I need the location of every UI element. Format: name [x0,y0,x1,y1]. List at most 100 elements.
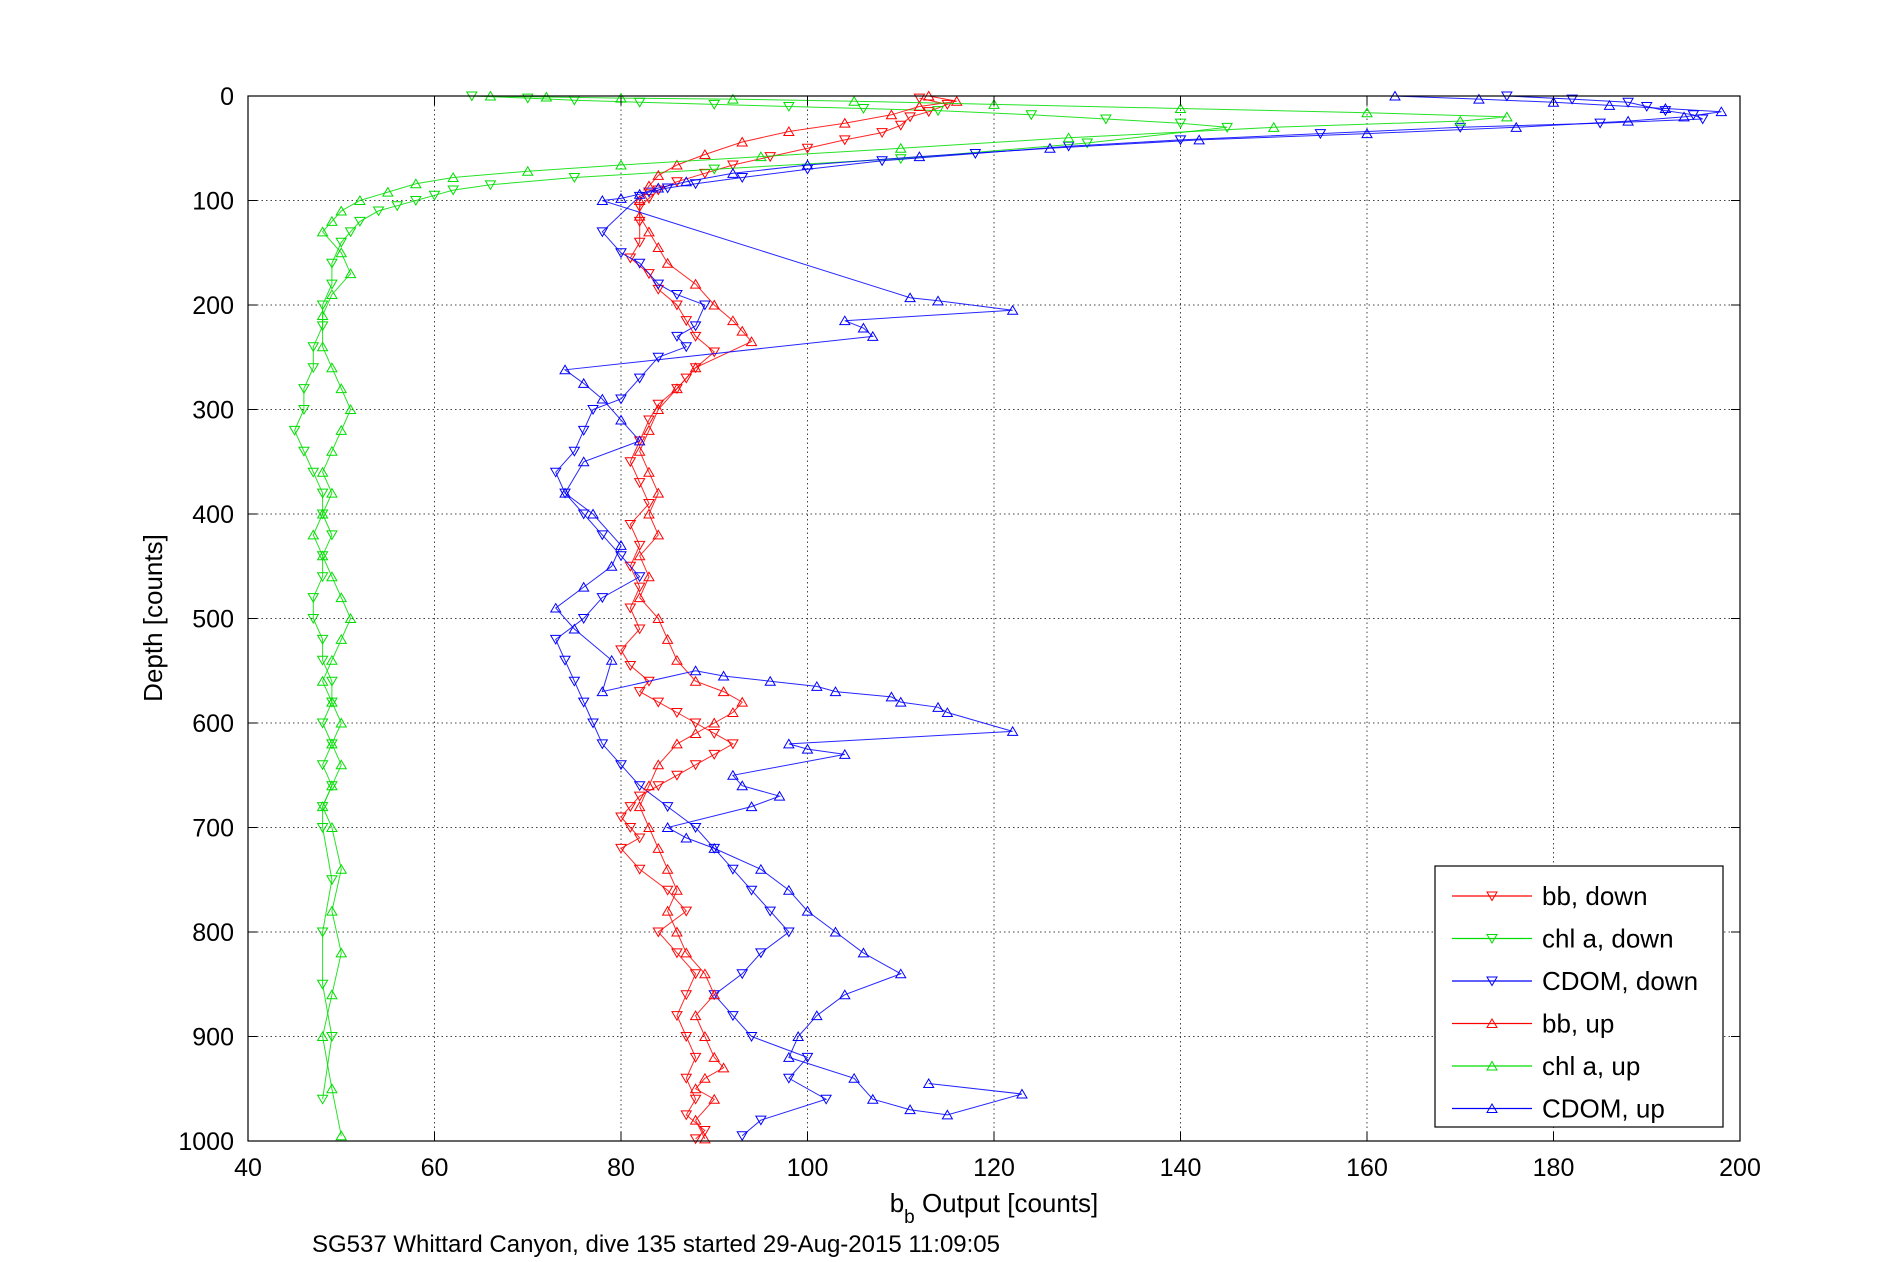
data-point [326,1083,338,1094]
data-point [904,112,916,123]
data-point [633,237,646,248]
y-tick-label: 400 [192,501,234,529]
data-point [671,300,683,311]
data-point [316,1094,329,1105]
data-point [596,227,609,238]
data-point [391,201,404,212]
data-point [633,582,646,593]
data-point [335,205,348,216]
data-point [904,292,916,303]
data-point [1025,110,1038,121]
data-point [643,780,655,791]
data-point [316,572,329,583]
data-point [727,167,739,178]
data-point [773,790,786,801]
data-point [689,1134,702,1145]
data-point [307,342,320,353]
data-point [652,279,665,290]
data-point [661,822,674,832]
data-point [689,278,702,289]
data-point [633,195,646,205]
data-point [382,186,394,197]
data-point [764,906,777,917]
data-point [484,180,497,191]
data-point [326,487,338,498]
data-point [736,1131,749,1142]
data-point [689,969,702,980]
data-point [633,801,646,812]
data-point [568,676,581,687]
data-point [708,1051,721,1062]
data-point [661,863,674,874]
data-point [633,478,646,489]
data-point [335,237,348,248]
data-point [307,529,320,540]
data-point [1715,106,1728,117]
data-point [316,718,329,729]
data-point [717,1062,730,1073]
data-point [810,680,823,691]
data-point [689,675,702,686]
data-point [782,927,795,938]
data-point [866,1093,879,1104]
data-point [1454,122,1467,133]
data-point [344,404,357,414]
x-tick-label: 80 [607,1154,635,1182]
legend-marker [1486,1018,1498,1028]
series-line [294,95,1228,1100]
data-point [643,499,655,510]
data-point [521,93,534,104]
data-point [409,196,422,206]
data-point [727,707,739,718]
data-point [680,176,693,187]
data-point [596,593,609,604]
data-point [624,661,637,672]
data-point [708,989,721,1000]
y-tick-label: 100 [192,188,234,216]
legend-marker [1486,976,1498,987]
data-point [745,1032,758,1042]
data-point [801,1052,814,1063]
data-point [876,128,888,139]
data-point [932,701,944,712]
data-point [689,331,702,342]
data-point [699,1133,711,1144]
data-point [1659,103,1672,114]
data-point [689,823,702,833]
data-point [652,352,665,363]
data-point [652,759,665,770]
y-tick-label: 500 [192,606,234,634]
data-point [736,696,749,707]
data-point [680,947,693,958]
data-point [876,156,888,167]
data-point [689,727,702,738]
data-point [661,257,674,268]
data-point [559,655,571,666]
y-tick-label: 300 [192,397,234,425]
data-point [624,457,637,468]
data-point [316,979,329,990]
data-point [922,1078,935,1089]
y-tick-label: 800 [192,919,234,947]
legend-label: CDOM, up [1542,1094,1665,1124]
data-point [307,614,320,624]
data-point [689,1010,702,1021]
data-point [745,801,758,812]
data-point [661,905,674,916]
data-point [652,169,665,180]
data-point [372,206,385,217]
data-point [633,435,646,446]
data-point [1566,94,1579,105]
data-point [755,948,767,959]
data-point [838,135,851,146]
data-point [298,384,310,395]
x-tick-label: 200 [1719,1154,1761,1182]
data-point [316,309,329,320]
data-point [335,424,348,435]
data-point [699,968,711,979]
data-point [671,770,683,781]
data-point [643,193,655,204]
x-tick-label: 160 [1346,1154,1388,1182]
data-point [643,508,655,519]
data-point [326,445,338,456]
